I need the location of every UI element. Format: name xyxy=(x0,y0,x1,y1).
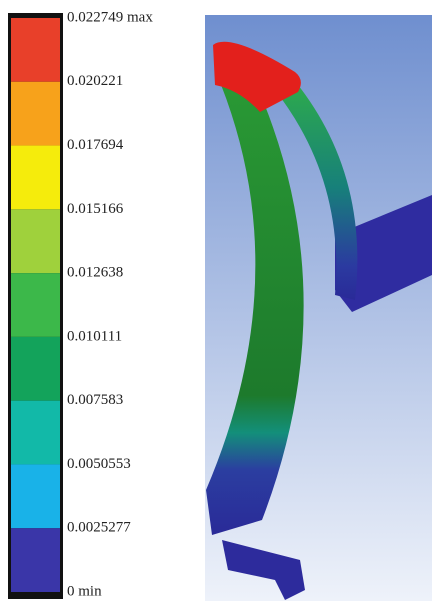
legend-label: 0.020221 xyxy=(67,73,123,89)
legend-label: 0 min xyxy=(67,583,102,599)
page: 0.022749 max 0.020221 0.017694 0.015166 0.01… xyxy=(0,0,432,601)
render-view xyxy=(205,15,432,601)
color-band xyxy=(11,82,60,146)
legend-label: 0.0025277 xyxy=(67,520,131,536)
legend-label: 0.017694 xyxy=(67,137,124,153)
legend-label: 0.015166 xyxy=(67,201,124,217)
color-band xyxy=(11,209,60,273)
legend-label: 0.0050553 xyxy=(67,456,131,472)
color-band xyxy=(11,337,60,401)
color-band xyxy=(11,273,60,337)
legend-label: 0.022749 max xyxy=(67,9,153,25)
color-band xyxy=(11,528,60,592)
legend-label: 0.012638 xyxy=(67,265,123,281)
legend-label: 0.010111 xyxy=(67,328,122,344)
color-band xyxy=(11,401,60,465)
color-band xyxy=(11,146,60,210)
legend-label: 0.007583 xyxy=(67,392,123,408)
color-band xyxy=(11,18,60,82)
color-band xyxy=(11,464,60,528)
legend: 0.022749 max 0.020221 0.017694 0.015166 0.01… xyxy=(8,9,153,599)
